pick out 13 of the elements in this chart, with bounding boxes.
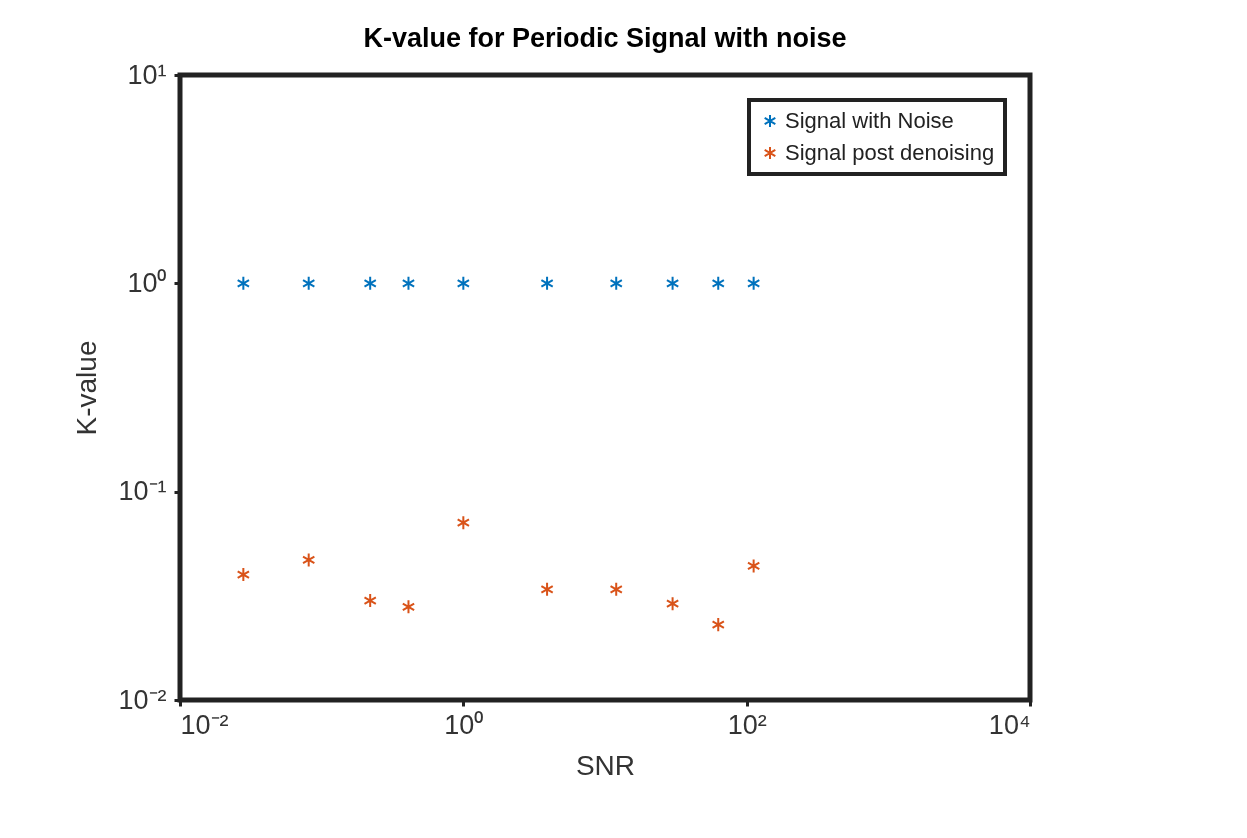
x-tick-label: 10⁻² [180, 709, 229, 740]
x-tick-label: 10⁴ [988, 709, 1031, 740]
y-tick-label: 10¹ [127, 59, 167, 90]
y-tick-label: 10⁰ [127, 267, 167, 298]
y-axis-title: K-value [71, 340, 103, 436]
legend-label: Signal with Noise [785, 108, 954, 133]
y-tick-label: 10⁻² [118, 684, 167, 715]
chart-title: K-value for Periodic Signal with noise [363, 23, 847, 53]
y-tick-label: 10⁻¹ [118, 476, 167, 507]
x-tick-label: 10⁰ [444, 709, 484, 740]
x-tick-label: 10² [727, 709, 767, 740]
x-axis-title: SNR [575, 749, 636, 781]
legend-label: Signal post denoising [785, 140, 995, 165]
